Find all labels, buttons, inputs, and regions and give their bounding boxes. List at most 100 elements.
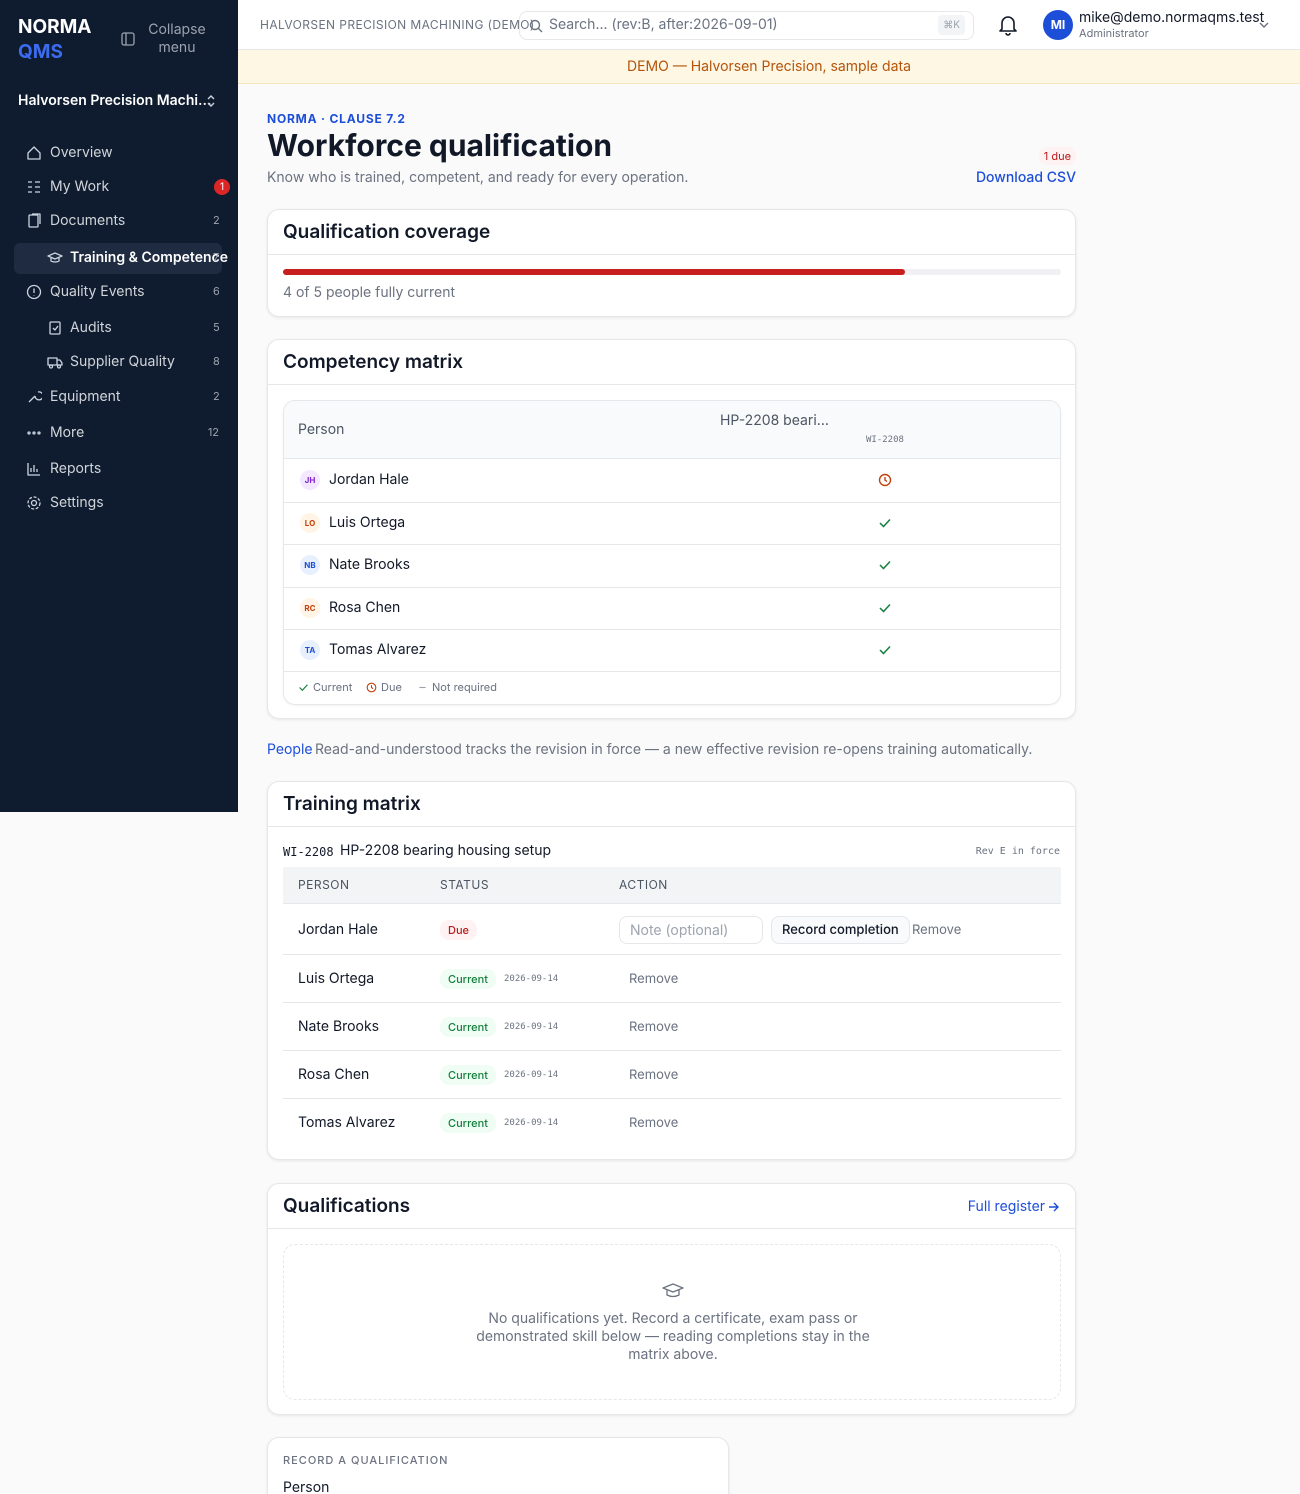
person-name: Nate Brooks: [298, 1018, 380, 1035]
search-box[interactable]: Search... (rev:B, after:2026-09-01) ⌘K: [519, 11, 974, 40]
form-heading: RECORD A QUALIFICATION: [283, 1453, 449, 1467]
nav-icon[interactable]: [26, 495, 42, 511]
card-title: Competency matrix: [283, 350, 464, 373]
full-register-link[interactable]: Full register: [967, 1198, 1045, 1215]
people-link[interactable]: People: [267, 741, 313, 758]
user-role: Administrator: [1079, 26, 1149, 40]
topbar: HALVORSEN PRECISION MACHINING (DEMO) Sea…: [238, 0, 1300, 50]
legend-icon: [299, 684, 308, 692]
avatar: RC: [300, 597, 320, 618]
person-name: Rosa Chen: [298, 1066, 370, 1083]
person-name: Tomas Alvarez: [329, 641, 427, 658]
nav-item[interactable]: Quality Events: [50, 283, 145, 300]
page-title: Workforce qualification: [267, 128, 613, 164]
divider: [268, 1228, 1075, 1229]
table-header: [284, 401, 1060, 459]
cap-icon: [662, 1283, 684, 1298]
nav-icon[interactable]: [26, 425, 42, 441]
nav-count: 7: [213, 250, 219, 264]
status-badge: Current: [440, 1113, 496, 1133]
status-icon: [878, 473, 892, 487]
collapse-menu[interactable]: Collapse menu: [148, 21, 206, 56]
remove-button[interactable]: Remove: [629, 1067, 679, 1083]
remove-button[interactable]: Remove: [629, 971, 679, 987]
nav-icon[interactable]: [26, 179, 42, 195]
legend-icon: [419, 686, 426, 689]
nav-item[interactable]: Reports: [50, 460, 102, 477]
document-code: WI-2208: [283, 845, 334, 859]
card-title: Training matrix: [283, 792, 421, 815]
search-icon: [529, 19, 543, 33]
nav-item[interactable]: Settings: [50, 494, 104, 511]
avatar[interactable]: MI: [1043, 10, 1073, 40]
org-chevron[interactable]: [205, 94, 217, 108]
status-badge: Current: [440, 1065, 496, 1085]
sidebar: NORMA QMS Collapse menu Halvorsen Precis…: [0, 0, 238, 812]
row-divider: [283, 954, 1061, 955]
document-code: WI-2208: [866, 435, 904, 445]
nav-item[interactable]: Supplier Quality: [70, 353, 175, 370]
empty-state: No qualifications yet. Record a certific…: [283, 1244, 1061, 1400]
column-header: Person: [298, 421, 345, 438]
status-badge: Current: [440, 969, 496, 989]
nav-count: 8: [213, 354, 219, 368]
arrow-icon[interactable]: [1048, 1201, 1060, 1213]
avatar: NB: [300, 555, 320, 575]
remove-button[interactable]: Remove: [912, 922, 962, 938]
nav-badge: 1: [214, 179, 230, 195]
nav-icon[interactable]: [26, 389, 42, 405]
record-completion-button[interactable]: Record completion: [771, 916, 910, 944]
nav-icon[interactable]: [26, 461, 42, 477]
revision: Rev E in force: [975, 846, 1060, 857]
row-divider: [283, 1002, 1061, 1003]
nav-icon[interactable]: [47, 250, 63, 266]
nav-icon[interactable]: [47, 354, 63, 370]
notifications[interactable]: [998, 14, 1018, 36]
download-csv[interactable]: Download CSV: [975, 169, 1076, 186]
row-divider: [284, 629, 1060, 630]
nav-item[interactable]: Documents: [50, 212, 126, 229]
note-input[interactable]: Note (optional): [619, 916, 763, 944]
status-icon: [879, 560, 891, 570]
user-email[interactable]: mike@demo.normaqms.test: [1079, 9, 1265, 26]
nav-icon[interactable]: [26, 284, 42, 300]
nav-icon[interactable]: [26, 213, 42, 229]
collapse-icon[interactable]: [121, 32, 135, 46]
qualifications-card: Qualifications Full register No qualific…: [267, 1183, 1076, 1415]
person-name: Jordan Hale: [298, 921, 378, 938]
completion-date: 2026-09-14: [504, 974, 559, 984]
field-label: Person: [283, 1479, 330, 1494]
nav-item[interactable]: More: [50, 424, 85, 441]
completion-date: 2026-09-14: [504, 1070, 559, 1080]
nav-icon[interactable]: [26, 145, 42, 161]
row-divider: [283, 1050, 1061, 1051]
status-icon: [879, 603, 891, 613]
nav-item[interactable]: Training & Competence: [70, 249, 229, 266]
nav-item[interactable]: Audits: [70, 319, 112, 336]
banner-text: DEMO — Halvorsen Precision, sample data: [627, 58, 911, 75]
demo-banner: DEMO — Halvorsen Precision, sample data: [238, 50, 1300, 84]
nav-icon[interactable]: [47, 320, 63, 336]
nav-count: 12: [207, 425, 219, 439]
remove-button[interactable]: Remove: [629, 1115, 679, 1131]
nav-count: 5: [213, 320, 219, 334]
document-title: HP-2208 beari...: [720, 412, 829, 429]
nav-item[interactable]: Equipment: [50, 388, 121, 405]
table-header: [283, 867, 1061, 904]
nav-active-bg: [14, 243, 222, 274]
person-name: Tomas Alvarez: [298, 1114, 396, 1131]
status-badge: Current: [440, 1017, 496, 1037]
column-header: STATUS: [440, 877, 490, 892]
legend-label: Due: [381, 680, 402, 694]
user-chevron[interactable]: [1258, 20, 1270, 30]
nav-item[interactable]: My Work: [50, 178, 110, 195]
row-divider: [284, 671, 1060, 672]
brand: NORMA: [18, 15, 92, 38]
nav-item[interactable]: Overview: [50, 144, 113, 161]
remove-button[interactable]: Remove: [629, 1019, 679, 1035]
org-switcher[interactable]: Halvorsen Precision Machi...: [18, 92, 212, 109]
avatar: JH: [300, 470, 320, 490]
nav-count: 2: [213, 389, 219, 403]
